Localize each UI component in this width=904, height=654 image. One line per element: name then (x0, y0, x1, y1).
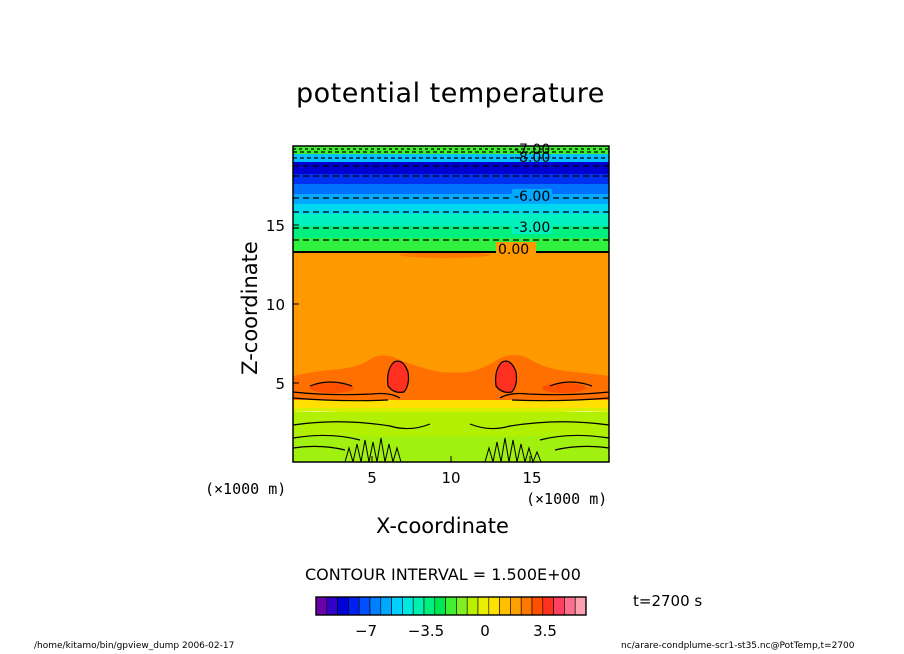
band (293, 355, 609, 392)
contour-label: -8.00 (514, 150, 550, 166)
colorbar-cell (412, 596, 425, 616)
y-axis-label: Z-coordinate (238, 241, 262, 375)
colorbar-cell (542, 596, 554, 616)
colorbar-cell (488, 596, 500, 616)
plot-area (292, 145, 610, 464)
contour-label: -7.00 (514, 142, 550, 158)
contour-line (309, 381, 353, 387)
time-label: t=2700 s (633, 592, 703, 610)
band (293, 184, 609, 194)
band (293, 214, 609, 226)
colorbar-cell (477, 596, 490, 616)
contour-label: 0.00 (498, 242, 529, 258)
colorbar (315, 596, 587, 616)
label-bg (512, 189, 552, 203)
colorbar-cell (466, 596, 479, 616)
band (293, 238, 609, 252)
contour-line (292, 421, 431, 430)
colorbar-cell (434, 596, 446, 616)
contour-line (469, 421, 610, 430)
band (293, 204, 609, 214)
band (400, 252, 490, 258)
contour-line (539, 434, 610, 441)
colorbar-cell (574, 596, 587, 616)
contour-line (292, 397, 389, 402)
colorbar-cell (348, 596, 360, 616)
colorbar-cell (337, 596, 349, 616)
contour-lines (292, 148, 610, 451)
colorbar-tick-label: 0 (480, 622, 490, 640)
colorbar-cell (499, 596, 511, 616)
contour-line (292, 391, 401, 399)
contour-line (495, 360, 518, 393)
contour-interval-label: CONTOUR INTERVAL = 1.500E+00 (305, 565, 581, 584)
y-tick-label: 5 (275, 375, 285, 393)
contour-line (292, 434, 361, 441)
contour-label: -3.00 (514, 220, 550, 236)
colorbar-cell (380, 596, 392, 616)
colorbar-cell (423, 596, 436, 616)
colorbar-cell (326, 596, 338, 616)
label-bg (496, 242, 536, 256)
band (293, 400, 609, 408)
band (293, 146, 609, 154)
band (310, 383, 354, 393)
contour-line (511, 397, 610, 402)
colorbar-frame (315, 596, 587, 616)
plume (387, 361, 409, 393)
x-tick-label: 5 (367, 469, 377, 487)
colorbar-cell (531, 596, 544, 616)
footer-left: /home/kitamo/bin/gpview_dump 2006-02-17 (34, 641, 235, 651)
x-axis-label: X-coordinate (376, 514, 509, 538)
colorbar-cell (402, 596, 414, 616)
label-bg (512, 220, 552, 234)
x-unit-label: (×1000 m) (205, 480, 287, 498)
surface-contours (344, 437, 542, 464)
chart-title: potential temperature (296, 78, 605, 109)
contour-line (387, 360, 410, 393)
colorbar-tick-label: −3.5 (408, 622, 444, 640)
contour-line (344, 437, 402, 463)
colorbar-tick-label: 3.5 (533, 622, 557, 640)
contour-line (549, 381, 593, 387)
colorbar-cell (315, 596, 328, 616)
colorbar-tick-label: −7 (355, 622, 377, 640)
colorbar-cell (456, 596, 468, 616)
colorbar-cell (520, 596, 533, 616)
colorbar-cell (510, 596, 522, 616)
band (293, 174, 609, 184)
colorbar-cell (564, 596, 576, 616)
y-tick-label: 10 (266, 296, 285, 314)
contour-line (292, 445, 346, 451)
contour-line (499, 391, 610, 399)
colorbar-cell (553, 596, 565, 616)
band (293, 392, 609, 400)
z-unit-label: (×1000 m) (526, 490, 608, 508)
footer-right: nc/arare-condplume-scr1-st35.nc@PotTemp,… (621, 641, 855, 651)
contour-line (554, 445, 610, 451)
colorbar-cell (445, 596, 457, 616)
band (293, 226, 609, 238)
band (293, 194, 609, 204)
x-tick-label: 15 (522, 469, 541, 487)
x-tick-label: 10 (441, 469, 460, 487)
plume (495, 361, 517, 393)
y-tick-label: 15 (266, 217, 285, 235)
colorbar-cell (369, 596, 382, 616)
contour-label: -6.00 (514, 189, 550, 205)
colorbar-cell (358, 596, 371, 616)
colorbar-cell (391, 596, 403, 616)
axis-ticks (293, 224, 531, 462)
band (293, 162, 609, 174)
contour-line (484, 437, 542, 464)
band (542, 383, 586, 393)
